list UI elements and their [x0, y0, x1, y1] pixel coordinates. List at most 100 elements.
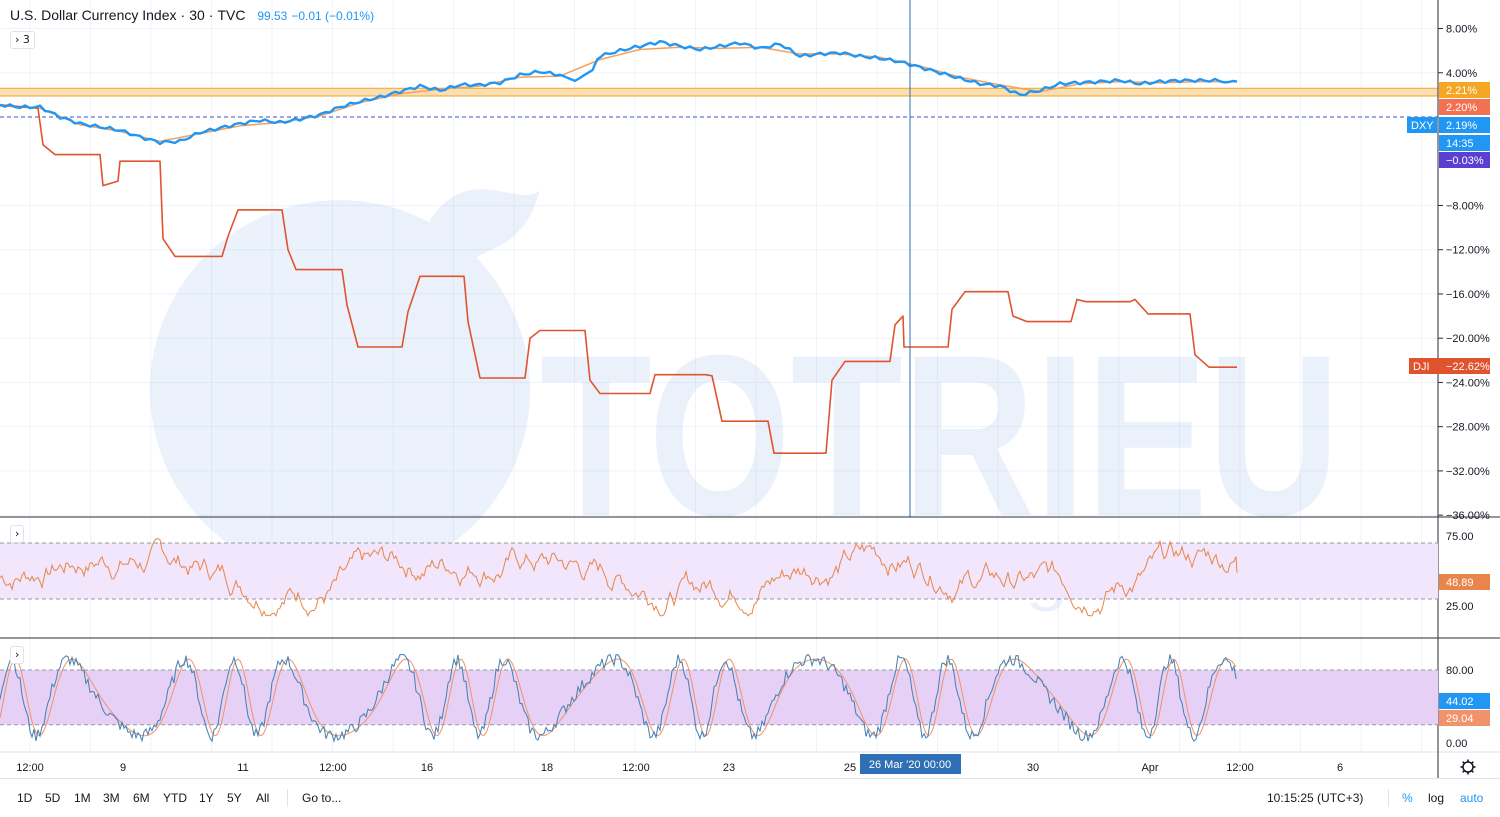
- label-dji-value-bg: [1439, 358, 1490, 374]
- series-dxy-line: [0, 39, 1238, 146]
- price-axis-tick-label: −20.00%: [1446, 333, 1490, 345]
- symbol-header: U.S. Dollar Currency Index · 30 · TVC 99.53−…: [10, 7, 375, 23]
- label-rsi-value-bg: [1439, 574, 1490, 590]
- chevron-right-icon: ›: [15, 648, 20, 661]
- watermark-logo-circle: [150, 200, 530, 580]
- tag-dxy: DXY: [1407, 117, 1437, 133]
- chevron-right-icon: ›: [15, 33, 20, 46]
- time-axis-label: 18: [541, 762, 553, 774]
- stoch-axis-tick-label: 80.00: [1446, 665, 1474, 677]
- crosshair-date-text: 26 Mar '20 00:00: [869, 759, 951, 771]
- range-3m-button[interactable]: 3M: [103, 791, 120, 805]
- rsi-line: [0, 538, 1238, 618]
- label-dxy-value-text: 2.19%: [1446, 120, 1477, 132]
- price-axis-tick-label: 4.00%: [1446, 68, 1477, 80]
- watermark: TOTRIEUlet's learn together: [150, 189, 1340, 612]
- gear-tooth: [1462, 761, 1466, 765]
- label-countdown-text: 14:35: [1446, 138, 1474, 150]
- time-axis-label: 12:00: [622, 762, 650, 774]
- price-change: −0.01 (−0.01%): [291, 9, 375, 23]
- time-axis-label: 30: [1027, 762, 1039, 774]
- rsi-band: [0, 543, 1438, 599]
- rsi-axis-tick-label: 75.00: [1446, 531, 1474, 543]
- gear-ring: [1462, 761, 1474, 773]
- label-stoch-k: 44.02: [1439, 693, 1490, 709]
- label-dji-value: −22.62%: [1439, 358, 1490, 374]
- tag-dji-bg: [1409, 358, 1439, 374]
- clock-timezone[interactable]: 10:15:25 (UTC+3): [1267, 791, 1364, 805]
- tag-dxy-text: DXY: [1411, 120, 1434, 132]
- label-stoch-k-bg: [1439, 693, 1490, 709]
- gear-tooth: [1462, 769, 1466, 773]
- label-countdown-bg: [1439, 135, 1490, 151]
- label-countdown: 14:35: [1439, 135, 1490, 151]
- label-dxy-value-bg: [1439, 117, 1490, 133]
- percent-scale-toggle[interactable]: %: [1402, 791, 1413, 805]
- label-zone-bottom-text: 2.20%: [1446, 102, 1477, 114]
- tag-dji-text: DJI: [1413, 361, 1430, 373]
- time-axis-label: Apr: [1141, 762, 1158, 774]
- toolbar-divider: [287, 789, 288, 807]
- time-axis-label: 23: [723, 762, 735, 774]
- goto-date-button[interactable]: Go to...: [302, 791, 342, 805]
- interval-label[interactable]: 30: [189, 7, 205, 23]
- watermark-flame: [430, 189, 540, 280]
- stoch-overlay-line: [0, 653, 1237, 743]
- chart-svg[interactable]: TOTRIEUlet's learn together 8.00% 4.00% −8.…: [0, 0, 1500, 778]
- indicators-toggle[interactable]: › 3: [10, 31, 35, 49]
- label-pct-change: −0.03%: [1439, 152, 1490, 168]
- label-dxy-value: 2.19%: [1439, 117, 1490, 133]
- watermark-brand: TOTRIEU: [540, 307, 1340, 564]
- rsi-axis-tick-label: 25.00: [1446, 601, 1474, 613]
- last-price: 99.53: [257, 9, 288, 23]
- highlight-zone: [0, 88, 1438, 96]
- crosshair-date-bg: [860, 754, 961, 774]
- label-stoch-k-text: 44.02: [1446, 696, 1474, 708]
- stoch-pane-toggle[interactable]: ›: [10, 646, 25, 664]
- crosshair-date-label: 26 Mar '20 00:00: [860, 754, 961, 774]
- price-axis-tick-label: −32.00%: [1446, 466, 1490, 478]
- range-ytd-button[interactable]: YTD: [163, 791, 187, 805]
- time-axis-label: 9: [120, 762, 126, 774]
- label-pct-change-bg: [1439, 152, 1490, 168]
- time-axis-label: 16: [421, 762, 433, 774]
- label-zone-bottom-bg: [1439, 99, 1490, 115]
- label-rsi-value: 48.89: [1439, 574, 1490, 590]
- tag-dji: DJI: [1409, 358, 1439, 374]
- auto-scale-toggle[interactable]: auto: [1460, 791, 1484, 805]
- grid-lines: [0, 0, 1438, 752]
- range-1m-button[interactable]: 1M: [74, 791, 91, 805]
- chevron-right-icon: ›: [15, 527, 20, 540]
- time-axis-label: 12:00: [319, 762, 347, 774]
- range-5y-button[interactable]: 5Y: [227, 791, 242, 805]
- series-dji-line: [0, 104, 1237, 455]
- range-1d-button[interactable]: 1D: [17, 791, 33, 805]
- toolbar-divider: [1388, 789, 1389, 807]
- price-axis-tick-label: −36.00%: [1446, 510, 1490, 522]
- label-stoch-d: 29.04: [1439, 710, 1490, 726]
- price-axis-tick-label: −24.00%: [1446, 377, 1490, 389]
- range-6m-button[interactable]: 6M: [133, 791, 150, 805]
- price-axis-tick-label: −28.00%: [1446, 422, 1490, 434]
- range-all-button[interactable]: All: [256, 791, 270, 805]
- range-5d-button[interactable]: 5D: [45, 791, 61, 805]
- bottom-toolbar: 1D 5D 1M 3M 6M YTD 1Y 5Y All Go to... 10…: [0, 778, 1500, 817]
- label-rsi-value-text: 48.89: [1446, 577, 1474, 589]
- stoch-band: [0, 670, 1438, 725]
- log-scale-toggle[interactable]: log: [1428, 791, 1445, 805]
- price-axis-tick-label: −16.00%: [1446, 289, 1490, 301]
- exchange-label: TVC: [217, 7, 246, 23]
- range-1y-button[interactable]: 1Y: [199, 791, 214, 805]
- price-axis-ticks: 8.00% 4.00% −8.00% −12.00% −16.00% −20.00% −24…: [1438, 24, 1490, 750]
- stoch-axis-tick-label: 0.00: [1446, 738, 1467, 750]
- label-zone-top: 2.21%: [1439, 82, 1490, 98]
- time-axis-label: 6: [1337, 762, 1343, 774]
- label-stoch-d-bg: [1439, 710, 1490, 726]
- price-axis-tick-label: 8.00%: [1446, 24, 1477, 36]
- label-dji-value-text: −22.62%: [1446, 361, 1490, 373]
- rsi-pane-toggle[interactable]: ›: [10, 525, 25, 543]
- time-axis-labels: 12:00 9 11 12:00 16 18 12:00 23 25 30 Apr 12:00 6: [16, 762, 1343, 774]
- label-zone-bottom: 2.20%: [1439, 99, 1490, 115]
- gear-icon[interactable]: [1460, 759, 1476, 775]
